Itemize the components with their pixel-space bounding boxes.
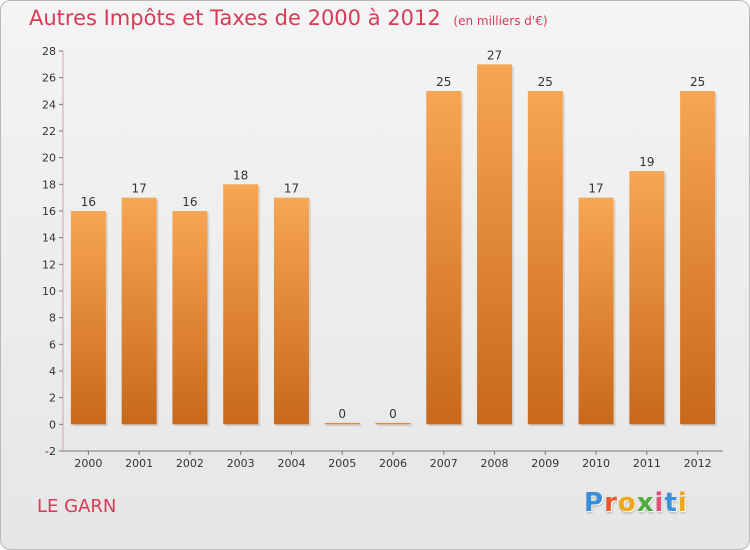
plot-area [63,51,723,451]
y-tick-label: 0 [49,418,56,431]
y-tick-label: 22 [42,125,56,138]
y-tick-label: 6 [49,338,56,351]
data-label: 17 [132,182,147,196]
logo-letter: P [584,488,605,518]
data-label: 17 [588,182,603,196]
bar [426,91,462,425]
bar [172,211,208,425]
y-tick-label: 8 [49,312,56,325]
y-tick-label: 16 [42,205,56,218]
bar-shadow [326,424,362,427]
bar [121,197,157,425]
x-tick-label: 2000 [74,457,102,470]
y-tick-label: 18 [42,178,56,191]
logo-letter: o [617,488,637,518]
bar [70,211,106,425]
bar [477,64,513,425]
data-label: 18 [233,168,248,182]
x-tick-label: 2003 [227,457,255,470]
bar [527,91,563,425]
x-tick-label: 2004 [277,457,305,470]
y-tick-label: 24 [42,98,56,111]
chart-title: Autres Impôts et Taxes de 2000 à 2012 (e… [29,6,548,30]
logo-letter: i [654,488,665,518]
data-label: 16 [81,195,96,209]
x-tick-label: 2005 [328,457,356,470]
y-tick-label: 26 [42,72,56,85]
logo-letter: x [636,488,655,518]
x-tick-label: 2009 [531,457,559,470]
x-tick-label: 2011 [633,457,661,470]
place-name: LE GARN [37,496,117,517]
data-label: 0 [389,407,397,421]
data-label: 27 [487,48,502,62]
x-tick-label: 2002 [176,457,204,470]
data-label: 0 [338,407,346,421]
bar [324,422,360,425]
data-label: 25 [538,75,553,89]
chart-subtitle: (en milliers d'€) [453,14,548,28]
y-tick-label: -2 [45,445,56,458]
data-label: 19 [639,155,654,169]
y-tick-label: 28 [42,45,56,58]
bar [273,197,309,425]
logo-letter: r [604,488,618,518]
data-label: 16 [182,195,197,209]
x-tick-label: 2007 [430,457,458,470]
logo-letter: i [677,488,688,518]
data-label: 25 [436,75,451,89]
y-tick-label: 10 [42,285,56,298]
bar [223,184,259,425]
y-tick-label: 4 [49,365,56,378]
y-tick-label: 12 [42,258,56,271]
data-label: 17 [284,182,299,196]
x-tick-label: 2008 [481,457,509,470]
data-label: 25 [690,75,705,89]
bar [680,91,716,425]
bar [578,197,614,425]
bar [629,171,665,425]
x-tick-label: 2006 [379,457,407,470]
bar-shadow [377,424,413,427]
chart-title-text: Autres Impôts et Taxes de 2000 à 2012 [29,6,441,30]
y-tick-label: 14 [42,232,56,245]
x-tick-label: 2012 [684,457,712,470]
x-tick-label: 2001 [125,457,153,470]
bar [375,422,411,425]
x-tick-label: 2010 [582,457,610,470]
y-tick-label: 2 [49,392,56,405]
y-tick-label: 20 [42,152,56,165]
proxiti-logo: Proxiti [584,488,688,518]
logo-letter: t [664,488,678,518]
